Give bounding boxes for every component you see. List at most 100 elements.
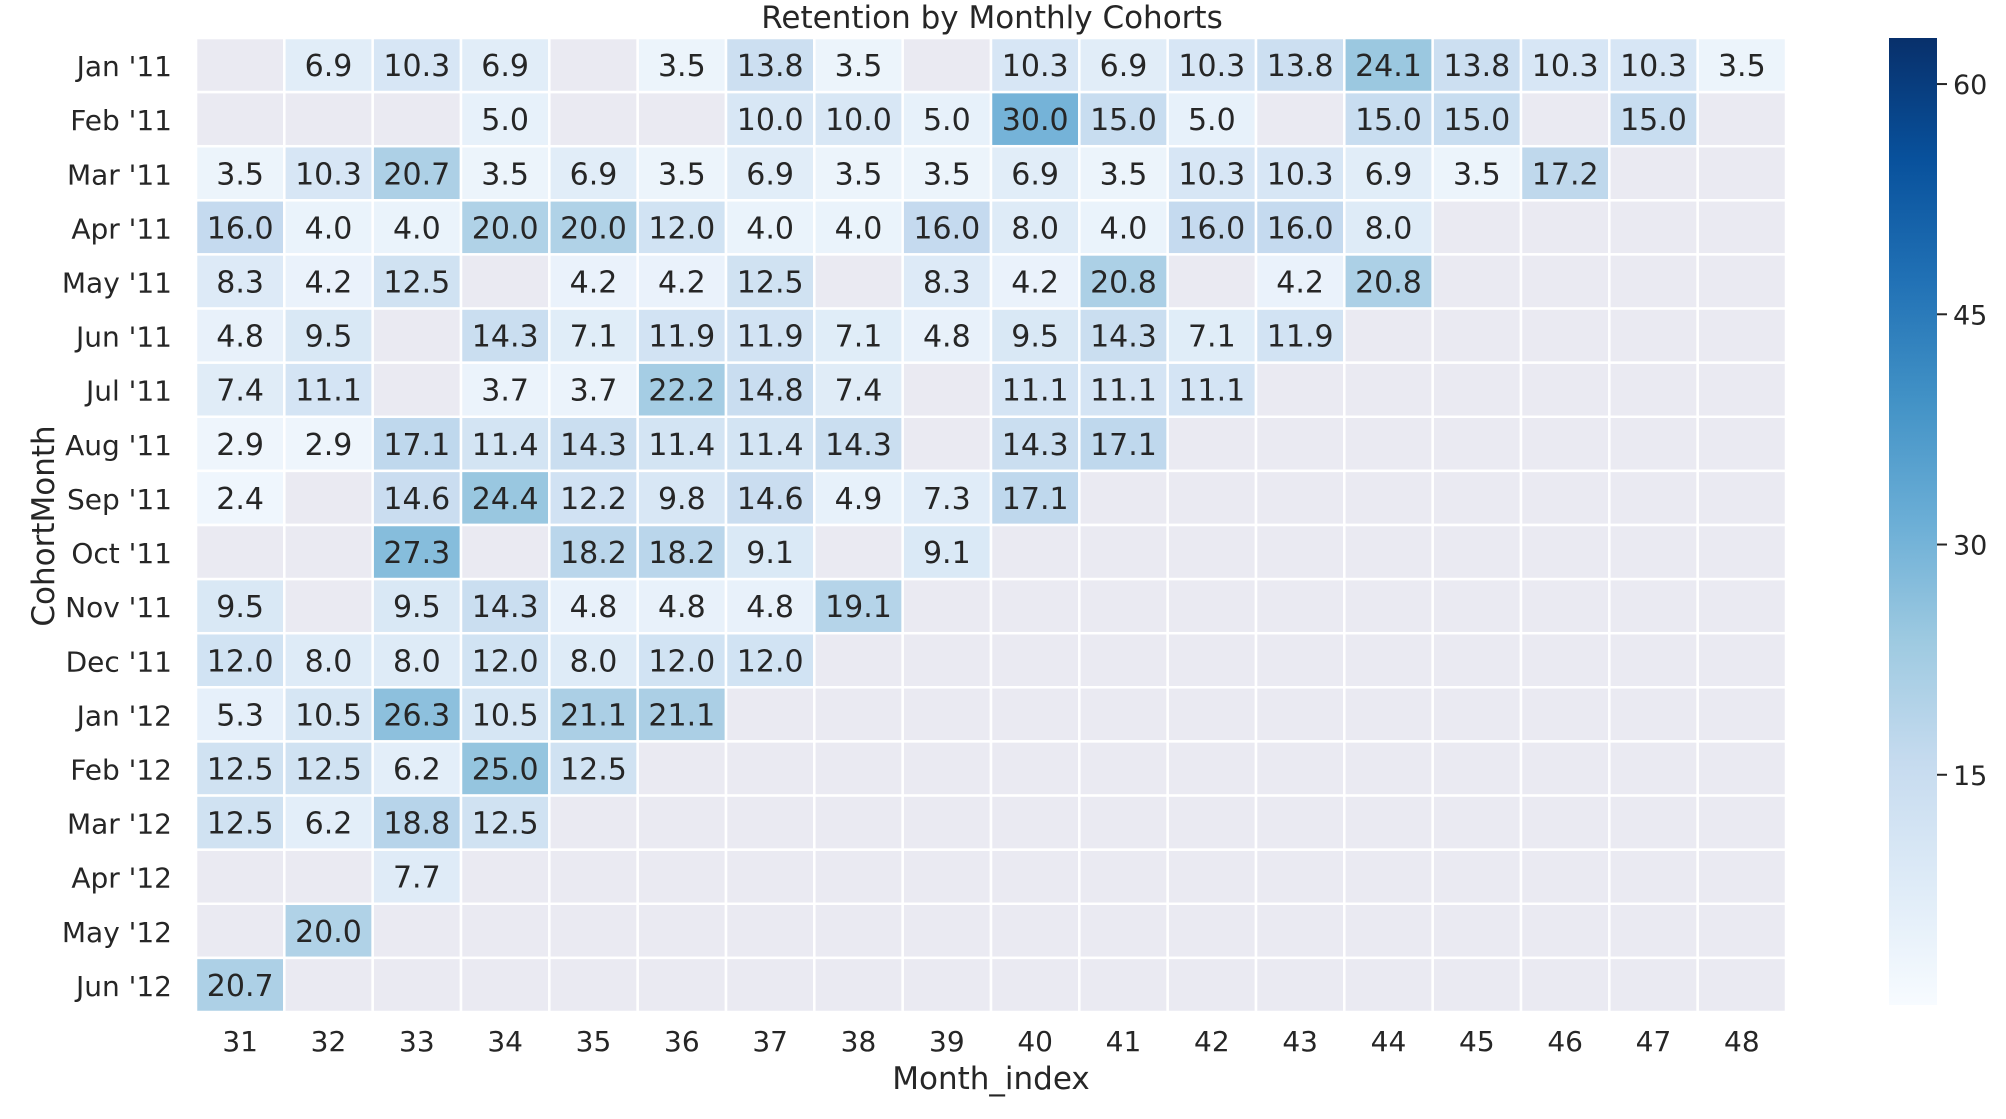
heatmap-cell-label: 16.0 [1267, 211, 1334, 246]
heatmap-cell-empty [1343, 902, 1434, 960]
heatmap-cell-label: 15.0 [1443, 103, 1510, 138]
heatmap-cell-label: 4.8 [216, 320, 264, 355]
y-axis-label: CohortMonth [26, 425, 62, 626]
heatmap-cell-label: 12.0 [207, 644, 274, 679]
heatmap-cell-label: 3.5 [481, 157, 529, 192]
heatmap-cell-label: 8.0 [393, 644, 441, 679]
heatmap-cell-empty [283, 469, 374, 527]
heatmap-cell-empty [283, 523, 374, 581]
heatmap-cell [459, 469, 551, 527]
heatmap-cell-empty [1078, 794, 1169, 851]
heatmap-cell-label: 5.3 [216, 698, 264, 733]
heatmap-cell-label: 10.3 [1620, 49, 1687, 84]
heatmap-cell-empty [1519, 469, 1611, 527]
heatmap-cell-empty [636, 848, 728, 906]
heatmap-cell-empty [194, 902, 286, 960]
heatmap-cell-empty [1696, 740, 1788, 797]
heatmap-cell [1166, 307, 1258, 364]
x-tick-label: 36 [664, 1025, 700, 1058]
heatmap-cell-empty [813, 523, 904, 581]
heatmap-cell-label: 11.9 [1267, 320, 1334, 355]
heatmap-cell-label: 4.8 [658, 590, 706, 625]
heatmap-cell [636, 686, 728, 743]
heatmap-cell [901, 253, 993, 310]
heatmap-cell [636, 469, 728, 527]
heatmap-cell-label: 12.5 [207, 807, 274, 842]
heatmap-cell-label: 25.0 [472, 753, 539, 788]
heatmap-cell [1519, 36, 1611, 94]
heatmap-cell-empty [1078, 631, 1169, 689]
heatmap-cell-empty [1431, 577, 1523, 635]
heatmap-cell-label: 6.9 [481, 49, 529, 84]
heatmap-cell-label: 14.3 [472, 590, 539, 625]
heatmap-cell-empty [1696, 902, 1788, 960]
heatmap-cell-label: 18.8 [383, 807, 450, 842]
heatmap-cell-label: 13.8 [1443, 49, 1510, 84]
heatmap-cell-empty [1431, 794, 1523, 851]
heatmap-cell-empty [901, 902, 993, 960]
heatmap-cell-label: 4.2 [570, 266, 618, 301]
x-tick-label: 33 [399, 1025, 435, 1058]
heatmap-cell-empty [1343, 469, 1434, 527]
y-tick-label: Feb '12 [70, 754, 172, 787]
heatmap-cell-empty [548, 902, 639, 960]
y-tick-label: Apr '12 [71, 862, 172, 895]
heatmap-cell-empty [1519, 199, 1611, 256]
y-tick-label: Jan '11 [75, 50, 172, 83]
heatmap-cell-empty [1254, 361, 1346, 419]
heatmap-cell-empty [1166, 740, 1258, 797]
x-axis-label: Month_index [892, 1061, 1089, 1097]
y-tick-label: Apr '11 [71, 212, 172, 245]
heatmap-cell-label: 14.8 [737, 374, 804, 409]
heatmap-cell-label: 20.7 [383, 157, 450, 192]
heatmap-cell [283, 253, 374, 310]
heatmap-cell [1078, 90, 1169, 148]
heatmap-cell-empty [1608, 469, 1699, 527]
heatmap-cell-label: 10.5 [472, 698, 539, 733]
heatmap-cell [548, 199, 639, 256]
chart-title: Retention by Monthly Cohorts [761, 0, 1222, 36]
heatmap-cell-label: 17.1 [1002, 482, 1069, 517]
heatmap-cell-empty [989, 848, 1081, 906]
x-tick-label: 42 [1194, 1025, 1230, 1058]
heatmap-cell-empty [901, 794, 993, 851]
heatmap-cell [194, 253, 286, 310]
heatmap-cell-empty [1519, 307, 1611, 364]
heatmap-cell-label: 11.4 [472, 428, 539, 463]
heatmap-cell-empty [1166, 577, 1258, 635]
heatmap-cell-label: 12.5 [295, 753, 362, 788]
heatmap-cell-label: 3.5 [923, 157, 971, 192]
heatmap-cell-label: 20.0 [560, 211, 627, 246]
heatmap-cell-empty [548, 36, 639, 94]
heatmap-cell [1254, 307, 1346, 364]
y-tick-label: Mar '12 [67, 808, 172, 841]
heatmap-cell-label: 2.4 [216, 482, 264, 517]
heatmap-cell-label: 2.9 [305, 428, 353, 463]
heatmap-cell-empty [194, 848, 286, 906]
heatmap-cell-empty [1608, 415, 1699, 473]
heatmap-cell-label: 9.1 [746, 536, 794, 571]
x-tick-label: 35 [576, 1025, 612, 1058]
heatmap-cell-empty [1519, 740, 1611, 797]
heatmap-cell-empty [283, 956, 374, 1014]
heatmap-cell [1343, 199, 1434, 256]
heatmap-cell-empty [1431, 848, 1523, 906]
heatmap-cell-empty [1431, 469, 1523, 527]
heatmap-cell [1166, 199, 1258, 256]
heatmap-cell-empty [1254, 848, 1346, 906]
heatmap-cell-empty [1519, 794, 1611, 851]
x-tick-label: 45 [1459, 1025, 1495, 1058]
heatmap-cell-label: 16.0 [207, 211, 274, 246]
x-tick-label: 31 [222, 1025, 258, 1058]
heatmap-cell-label: 8.0 [305, 644, 353, 679]
heatmap-cell-empty [1343, 794, 1434, 851]
heatmap-cell-label: 4.0 [835, 211, 883, 246]
heatmap-cell-empty [1431, 631, 1523, 689]
heatmap-cell [283, 199, 374, 256]
heatmap-cell-empty [1696, 956, 1788, 1014]
y-tick-label: Dec '11 [66, 645, 172, 678]
heatmap-cell-empty [1608, 794, 1699, 851]
heatmap-cell-empty [1608, 577, 1699, 635]
heatmap-cell-empty [1343, 686, 1434, 743]
heatmap-cell-empty [813, 902, 904, 960]
